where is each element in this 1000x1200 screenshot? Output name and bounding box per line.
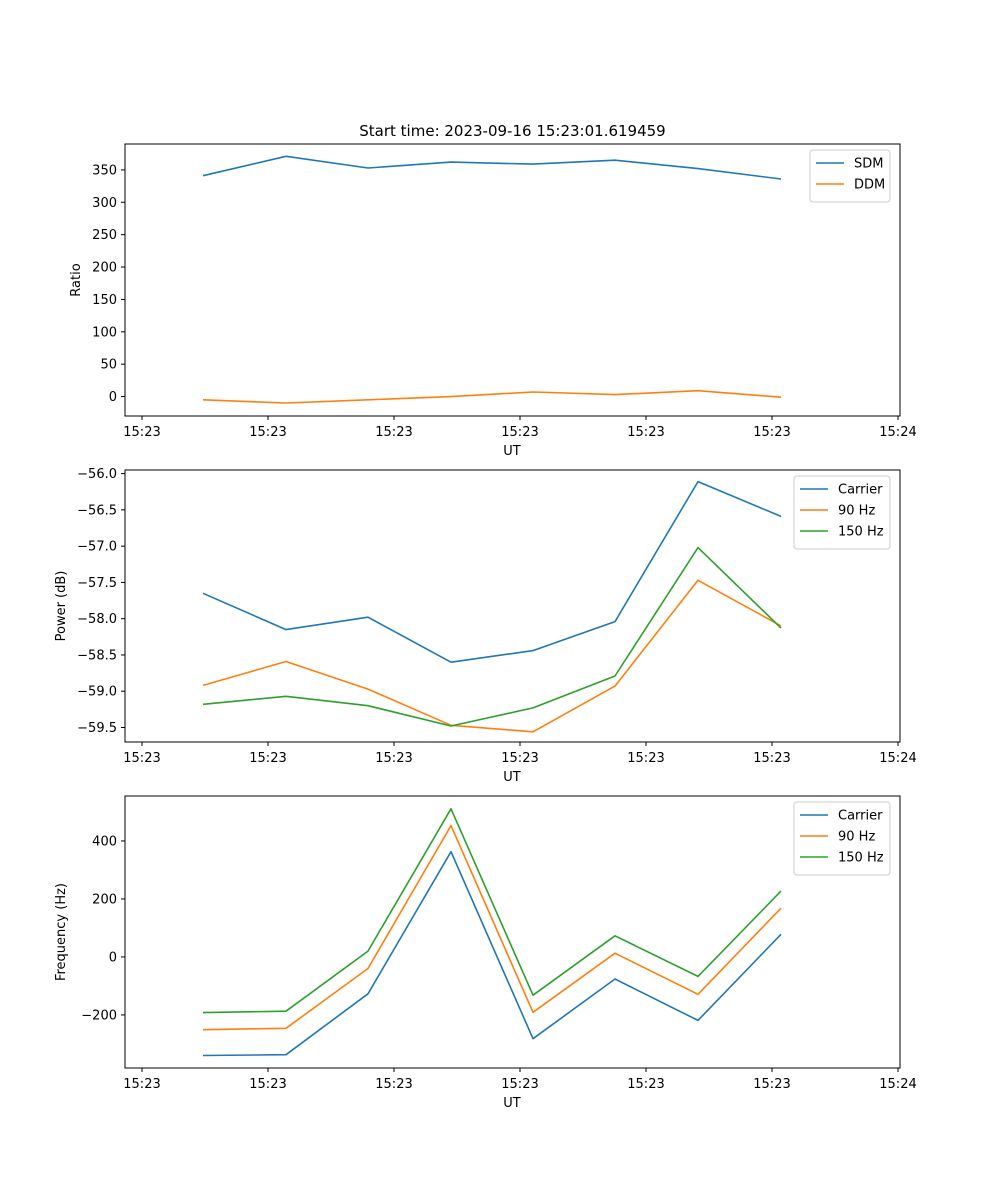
series-line-150-hz bbox=[202, 807, 782, 1014]
plot-frame bbox=[124, 469, 901, 743]
x-tick-label: 15:23 bbox=[123, 751, 160, 766]
x-tick-label: 15:23 bbox=[501, 751, 538, 766]
legend-label: 150 Hz bbox=[838, 525, 884, 540]
legend-label: DDM bbox=[854, 178, 885, 193]
plot-frame bbox=[124, 143, 901, 417]
x-tick-label: 15:23 bbox=[627, 1077, 664, 1092]
x-tick-label: 15:23 bbox=[753, 425, 790, 440]
y-tick-label: 200 bbox=[92, 892, 117, 907]
legend: SDM DDM bbox=[809, 149, 891, 203]
y-tick-label: −56.0 bbox=[77, 467, 117, 482]
series-line-90-hz bbox=[202, 579, 782, 733]
series-line-90-hz bbox=[202, 824, 782, 1031]
y-tick-label: −58.5 bbox=[77, 648, 117, 663]
y-tick-label: 50 bbox=[100, 358, 117, 373]
y-tick-label: 350 bbox=[92, 163, 117, 178]
y-tick-label: −59.0 bbox=[77, 685, 117, 700]
legend-label: 90 Hz bbox=[838, 504, 875, 519]
y-axis-label: Ratio bbox=[69, 263, 84, 296]
x-tick-label: 15:24 bbox=[879, 1077, 916, 1092]
legend-label: 90 Hz bbox=[838, 830, 875, 845]
y-tick-label: 0 bbox=[109, 950, 117, 965]
x-axis-label: UT bbox=[503, 770, 521, 785]
y-tick-label: −58.0 bbox=[77, 612, 117, 627]
x-tick-label: 15:23 bbox=[753, 751, 790, 766]
y-tick-label: 400 bbox=[92, 834, 117, 849]
y-tick-label: 0 bbox=[109, 390, 117, 405]
x-tick-label: 15:23 bbox=[375, 425, 412, 440]
x-axis-label: UT bbox=[503, 444, 521, 459]
y-tick-label: −56.5 bbox=[77, 503, 117, 518]
x-tick-label: 15:24 bbox=[879, 425, 916, 440]
x-tick-label: 15:23 bbox=[375, 751, 412, 766]
x-tick-label: 15:23 bbox=[501, 1077, 538, 1092]
x-tick-label: 15:23 bbox=[627, 425, 664, 440]
x-tick-label: 15:23 bbox=[123, 425, 160, 440]
x-tick-label: 15:23 bbox=[753, 1077, 790, 1092]
x-tick-label: 15:23 bbox=[627, 751, 664, 766]
x-tick-label: 15:23 bbox=[501, 425, 538, 440]
series-line-150-hz bbox=[202, 546, 782, 727]
y-tick-label: 150 bbox=[92, 293, 117, 308]
x-tick-label: 15:24 bbox=[879, 751, 916, 766]
legend-label: 150 Hz bbox=[838, 851, 884, 866]
y-tick-label: −57.0 bbox=[77, 540, 117, 555]
y-tick-label: 100 bbox=[92, 325, 117, 340]
x-tick-label: 15:23 bbox=[123, 1077, 160, 1092]
x-tick-label: 15:23 bbox=[249, 751, 286, 766]
x-axis-label: UT bbox=[503, 1096, 521, 1111]
x-tick-label: 15:23 bbox=[249, 425, 286, 440]
y-tick-label: −57.5 bbox=[77, 576, 117, 591]
legend-label: Carrier bbox=[838, 809, 883, 824]
chart-title: Start time: 2023-09-16 15:23:01.619459 bbox=[359, 122, 665, 140]
chart-panel-3: 15:23 15:23 15:23 15:23 15:23 15:23 15:24 UT −20… bbox=[54, 795, 917, 1111]
legend-label: SDM bbox=[854, 157, 883, 172]
y-tick-label: 300 bbox=[92, 196, 117, 211]
series-line-ddm bbox=[202, 389, 782, 404]
legend-label: Carrier bbox=[838, 483, 883, 498]
y-tick-label: 250 bbox=[92, 228, 117, 243]
y-tick-label: −59.5 bbox=[77, 721, 117, 736]
y-tick-label: −200 bbox=[81, 1008, 117, 1023]
x-tick-label: 15:23 bbox=[375, 1077, 412, 1092]
series-line-carrier bbox=[202, 850, 782, 1057]
plot-frame bbox=[124, 795, 901, 1069]
chart-panel-1: Start time: 2023-09-16 15:23:01.619459 15… bbox=[69, 122, 917, 459]
y-axis-label: Frequency (Hz) bbox=[54, 883, 69, 981]
y-tick-label: 200 bbox=[92, 261, 117, 276]
x-tick-label: 15:23 bbox=[249, 1077, 286, 1092]
legend: Carrier 90 Hz 150 Hz bbox=[793, 475, 891, 550]
series-line-sdm bbox=[202, 155, 782, 180]
y-axis-label: Power (dB) bbox=[54, 571, 69, 642]
series-line-carrier bbox=[202, 480, 782, 664]
legend: Carrier 90 Hz 150 Hz bbox=[793, 801, 891, 876]
chart-panel-2: 15:23 15:23 15:23 15:23 15:23 15:23 15:24 UT −59… bbox=[54, 467, 917, 785]
